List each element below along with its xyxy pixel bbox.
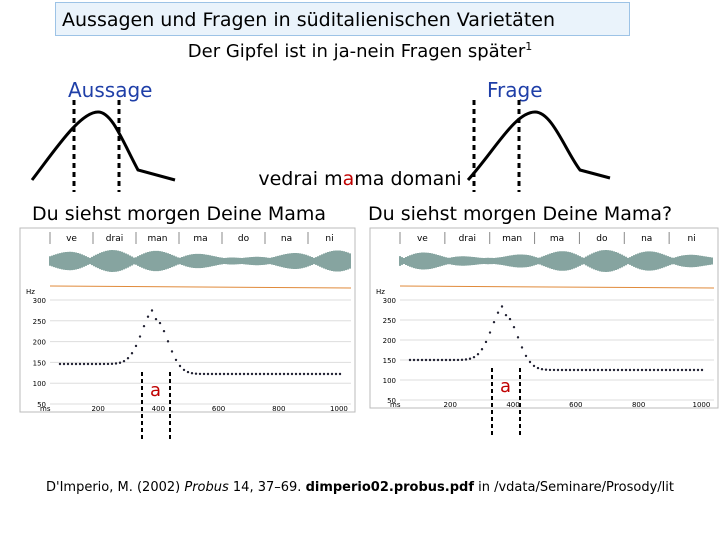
citation-journal: Probus [184, 480, 229, 495]
question-label: Frage [487, 78, 543, 102]
syllable-label: ni [325, 234, 333, 244]
syllable-label: drai [459, 234, 476, 244]
y-tick-label: 150 [33, 359, 46, 367]
f0-contour [408, 305, 704, 372]
x-tick-label: 800 [632, 401, 645, 409]
sentence: vedrai mama domani [0, 168, 720, 190]
x-tick-label: 800 [272, 405, 285, 413]
y-tick-label: 200 [383, 337, 396, 345]
intensity-line [49, 285, 352, 289]
syllable-label: ma [550, 234, 564, 244]
y-tick-label: 100 [383, 377, 396, 385]
syllable-label: na [641, 234, 652, 244]
syllable-label: do [238, 234, 250, 244]
statement-label: Aussage [68, 78, 153, 102]
y-tick-label: 250 [383, 317, 396, 325]
citation: D'Imperio, M. (2002) Probus 14, 37–69. d… [0, 480, 720, 495]
syllable-label: ni [687, 234, 695, 244]
syllable-label: ma [193, 234, 207, 244]
f0-contour [58, 309, 342, 376]
x-unit: ms [40, 405, 51, 413]
y-unit: Hz [376, 288, 385, 296]
statement-contour [30, 110, 176, 182]
y-tick-label: 300 [383, 297, 396, 305]
sentence-part: ma domani [354, 168, 462, 190]
vowel-marker: a [500, 376, 511, 397]
x-tick-label: 200 [444, 401, 457, 409]
x-tick-label: 1000 [330, 405, 348, 413]
y-tick-label: 50 [387, 397, 396, 405]
citation-file: dimperio02.probus.pdf [305, 480, 474, 495]
vowel-marker: a [150, 380, 161, 401]
y-tick-label: 100 [33, 380, 46, 388]
y-tick-label: 50 [37, 401, 46, 409]
question-contour [466, 110, 611, 182]
citation-location: in /vdata/Seminare/Prosody/lit [473, 480, 674, 495]
y-tick-label: 200 [33, 339, 46, 347]
x-tick-label: 400 [506, 401, 519, 409]
panel-caption: Du siehst morgen Deine Mama [32, 203, 327, 225]
syllable-label: man [502, 234, 522, 244]
sentence-part: vedrai m [258, 168, 343, 190]
syllable-label: man [148, 234, 168, 244]
slide-title: Aussagen und Fragen in süditalienischen … [55, 2, 630, 36]
syllable-label: ve [417, 234, 428, 244]
x-tick-label: 600 [212, 405, 225, 413]
syllable-label: do [596, 234, 608, 244]
waveform [49, 250, 351, 272]
y-tick-label: 250 [33, 318, 46, 326]
x-unit: ms [390, 401, 401, 409]
y-tick-label: 300 [33, 297, 46, 305]
subtitle-text: Der Gipfel ist in ja-nein Fragen später [187, 41, 526, 62]
subtitle: Der Gipfel ist in ja-nein Fragen später1 [0, 40, 720, 62]
y-unit: Hz [26, 288, 35, 296]
footnote-mark: 1 [525, 40, 533, 53]
intensity-line [399, 285, 715, 289]
citation-author: D'Imperio, M. (2002) [46, 480, 185, 495]
x-tick-label: 600 [569, 401, 582, 409]
y-tick-label: 150 [383, 357, 396, 365]
waveform [399, 250, 713, 272]
x-tick-label: 200 [91, 405, 104, 413]
sentence-highlight: a [342, 168, 355, 190]
x-tick-label: 1000 [693, 401, 711, 409]
citation-details: 14, 37–69. [228, 480, 306, 495]
x-tick-label: 400 [152, 405, 165, 413]
syllable-label: drai [106, 234, 123, 244]
panel-caption: Du siehst morgen Deine Mama? [368, 203, 673, 225]
syllable-label: na [281, 234, 292, 244]
syllable-label: ve [66, 234, 77, 244]
